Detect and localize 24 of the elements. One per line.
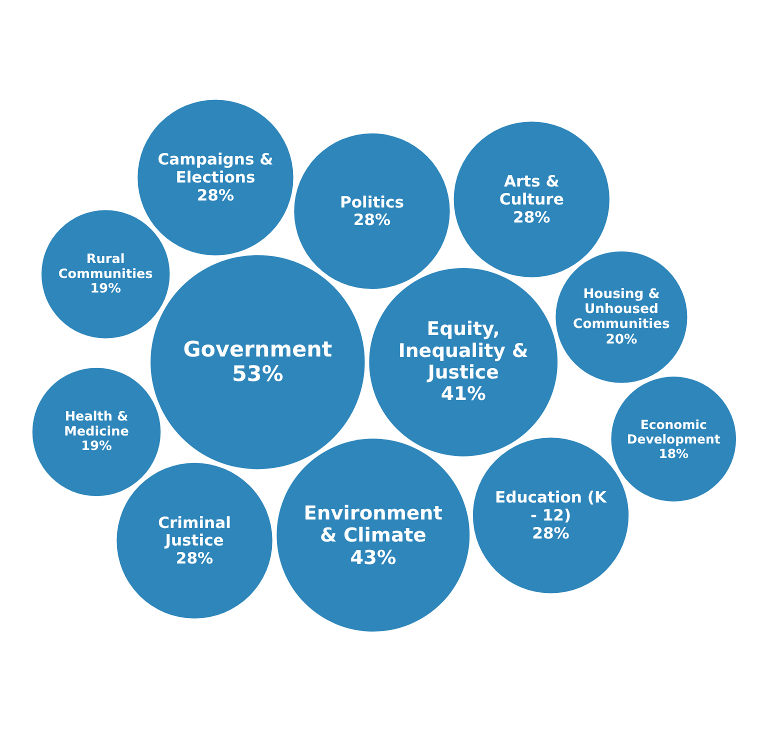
data-label: 19%	[81, 439, 112, 454]
data-label: 18%	[658, 446, 690, 461]
category-label: Health & Medicine	[64, 410, 130, 440]
data-label: 41%	[440, 384, 486, 406]
category-label: Equity, Inequality & Justice	[398, 319, 528, 384]
category-label: Politics	[340, 193, 404, 212]
data-label: 53%	[232, 362, 284, 387]
category-label: Rural Communities	[58, 252, 154, 282]
data-label: 28%	[196, 186, 234, 204]
category-label: Arts & Culture	[499, 172, 564, 208]
category-label: Environment & Climate	[304, 501, 442, 547]
category-label: Education (K - 12)	[494, 488, 608, 524]
category-label: Campaigns & Elections	[158, 150, 274, 187]
data-label: 20%	[606, 332, 638, 348]
data-label: 28%	[353, 211, 392, 230]
category-label: Government	[183, 337, 332, 362]
data-label: 43%	[350, 546, 396, 569]
data-label: 28%	[176, 550, 214, 568]
category-label: Criminal Justice	[158, 514, 231, 550]
data-label: 19%	[90, 282, 122, 297]
data-label: 28%	[513, 208, 551, 226]
data-label: 28%	[532, 524, 570, 542]
category-label: Housing & Unhoused Communities	[573, 286, 670, 332]
category-label: Economic Development	[626, 417, 720, 447]
